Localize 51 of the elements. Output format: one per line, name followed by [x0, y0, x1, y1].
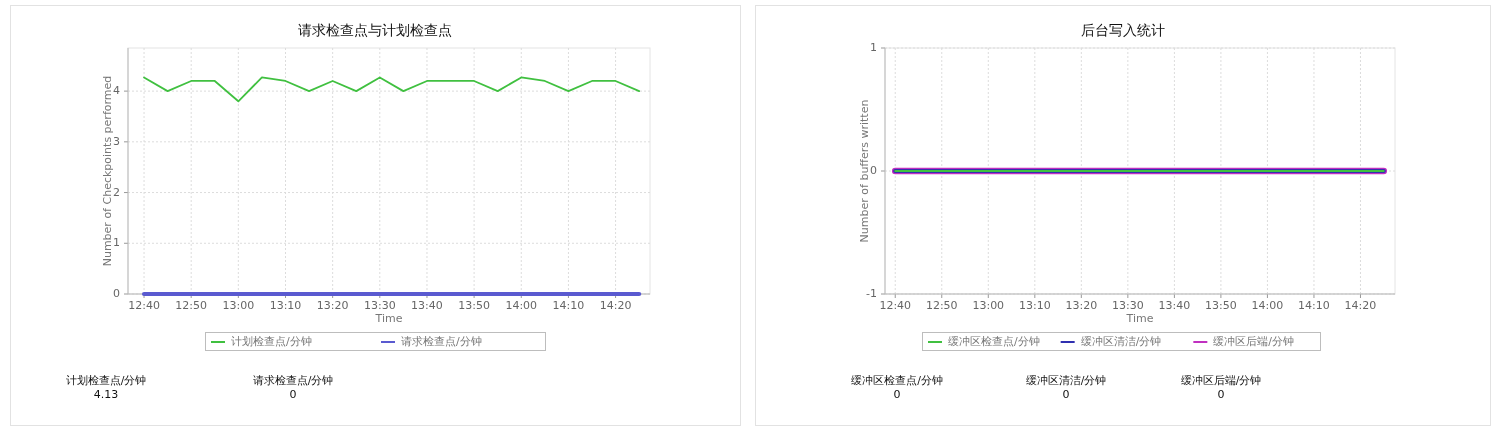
x-tick-label: 12:50 [925, 299, 958, 312]
y-axis-title: Number of buffers written [858, 99, 871, 243]
x-tick-label: 13:30 [363, 299, 396, 312]
x-tick-label: 14:10 [552, 299, 585, 312]
y-tick-label: 2 [113, 185, 120, 199]
text: 4.13 [93, 388, 119, 401]
x-axis-title: Time [1125, 312, 1154, 325]
y-tick-label: 0 [870, 164, 877, 177]
y-tick-label: 3 [113, 134, 120, 148]
x-tick-label: 13:00 [222, 299, 255, 312]
chart-title: 请求检查点与计划检查点 [298, 22, 452, 38]
y-tick-label: 4 [113, 84, 120, 98]
y-axis-title: Number of Checkpoints performed [101, 75, 114, 267]
text: 0 [289, 388, 297, 401]
text: 缓冲区检查点/分钟 [851, 374, 943, 387]
legend-label: 请求检查点/分钟 [401, 335, 482, 348]
x-tick-label: 12:40 [879, 299, 912, 312]
legend-label: 缓冲区后端/分钟 [1213, 335, 1295, 348]
x-tick-label: 13:00 [972, 299, 1005, 312]
x-tick-label: 13:30 [1112, 299, 1144, 312]
legend-label: 计划检查点/分钟 [231, 335, 312, 348]
y-tick-label: 0 [113, 287, 120, 300]
text: 0 [1062, 388, 1070, 401]
y-tick-label: 1 [113, 236, 120, 250]
x-tick-label: 13:10 [269, 299, 302, 312]
x-tick-label: 13:40 [1158, 299, 1191, 312]
x-tick-label: 13:50 [1205, 299, 1237, 312]
x-tick-label: 14:20 [599, 299, 632, 312]
x-tick-label: 14:10 [1298, 299, 1330, 312]
text: 缓冲区后端/分钟 [1180, 374, 1262, 387]
x-tick-label: 13:10 [1018, 299, 1051, 312]
x-tick-label: 12:50 [175, 299, 208, 312]
y-tick-label: 1 [870, 41, 877, 54]
x-axis-title: Time [374, 312, 403, 325]
chart-title: 后台写入统计 [1080, 22, 1165, 38]
x-tick-label: 14:00 [505, 299, 538, 312]
text: 0 [893, 388, 901, 401]
x-tick-label: 13:20 [316, 299, 349, 312]
x-tick-label: 14:00 [1251, 299, 1284, 312]
legend-label: 缓冲区清洁/分钟 [1080, 335, 1162, 348]
x-tick-label: 14:20 [1344, 299, 1377, 312]
x-tick-label: 13:40 [411, 299, 443, 312]
x-tick-label: 13:20 [1065, 299, 1098, 312]
text: 计划检查点/分钟 [65, 374, 147, 387]
x-tick-label: 12:40 [128, 299, 160, 312]
legend-label: 缓冲区检查点/分钟 [948, 335, 1040, 348]
text: 缓冲区清洁/分钟 [1025, 374, 1107, 387]
text: 请求检查点/分钟 [252, 374, 334, 387]
x-tick-label: 13:50 [458, 299, 490, 312]
text: 0 [1217, 388, 1225, 401]
y-tick-label: -1 [866, 287, 877, 300]
